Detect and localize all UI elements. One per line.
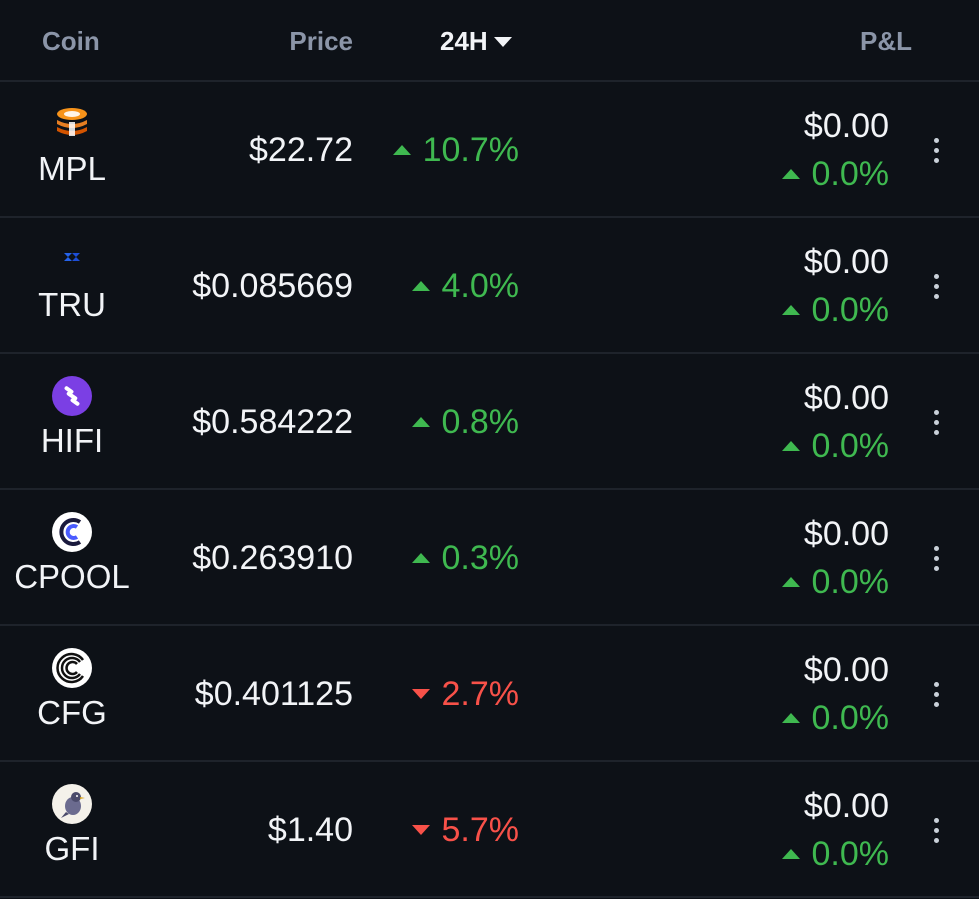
triangle-up-icon bbox=[781, 305, 800, 315]
hifi-icon bbox=[52, 376, 92, 416]
triangle-down-icon bbox=[411, 689, 430, 699]
coin-symbol: MPL bbox=[38, 150, 106, 187]
pl-change-value: 0.0% bbox=[811, 427, 890, 465]
more-options-icon[interactable] bbox=[924, 130, 948, 170]
triangle-up-icon bbox=[781, 849, 800, 859]
coin-cell: GFI bbox=[0, 762, 144, 896]
column-header-pl[interactable]: P&L bbox=[860, 26, 912, 56]
coin-price: $22.72 bbox=[249, 131, 353, 169]
triangle-up-icon bbox=[781, 577, 800, 587]
pl-change: 0.0% bbox=[781, 154, 890, 194]
truefi-icon bbox=[64, 253, 80, 261]
pl-change: 0.0% bbox=[781, 698, 890, 738]
triangle-up-icon bbox=[411, 417, 430, 427]
pl-change-value: 0.0% bbox=[811, 291, 890, 329]
coin-symbol: CPOOL bbox=[14, 558, 130, 595]
pl-change-value: 0.0% bbox=[811, 835, 890, 873]
pl-value: $0.00 bbox=[803, 651, 889, 689]
change-24h: 10.7% bbox=[392, 130, 519, 170]
sort-caret-down-icon bbox=[493, 37, 512, 47]
coin-symbol: HIFI bbox=[40, 422, 104, 459]
coin-list: MPL $22.72 10.7% $0.00 0.0% TRU $0.08566… bbox=[0, 82, 979, 898]
coin-symbol: GFI bbox=[44, 830, 100, 867]
pl-change-value: 0.0% bbox=[811, 699, 890, 737]
triangle-up-icon bbox=[411, 553, 430, 563]
column-header-24h-label: 24H bbox=[440, 26, 488, 56]
change-24h-value: 5.7% bbox=[441, 811, 520, 849]
table-row[interactable]: MPL $22.72 10.7% $0.00 0.0% bbox=[0, 82, 979, 218]
coin-cell: MPL bbox=[0, 82, 144, 216]
triangle-up-icon bbox=[781, 441, 800, 451]
more-options-icon[interactable] bbox=[924, 810, 948, 850]
pl-change-value: 0.0% bbox=[811, 563, 890, 601]
column-header-coin[interactable]: Coin bbox=[42, 26, 100, 56]
more-options-icon[interactable] bbox=[924, 266, 948, 306]
table-row[interactable]: CFG $0.401125 2.7% $0.00 0.0% bbox=[0, 626, 979, 762]
clearpool-icon bbox=[52, 512, 92, 552]
triangle-up-icon bbox=[392, 145, 411, 155]
coin-cell: TRU bbox=[0, 218, 144, 352]
change-24h: 2.7% bbox=[411, 674, 520, 714]
coin-symbol: TRU bbox=[38, 286, 106, 323]
more-options-icon[interactable] bbox=[924, 402, 948, 442]
coin-cell: CFG bbox=[0, 626, 144, 760]
pl-change: 0.0% bbox=[781, 426, 890, 466]
table-row[interactable]: CPOOL $0.263910 0.3% $0.00 0.0% bbox=[0, 490, 979, 626]
pl-value: $0.00 bbox=[803, 379, 889, 417]
change-24h: 4.0% bbox=[411, 266, 520, 306]
change-24h-value: 2.7% bbox=[441, 675, 520, 713]
more-options-icon[interactable] bbox=[924, 538, 948, 578]
pl-change: 0.0% bbox=[781, 834, 890, 874]
change-24h: 0.8% bbox=[411, 402, 520, 442]
coin-price: $0.401125 bbox=[194, 675, 353, 713]
column-header-price[interactable]: Price bbox=[289, 26, 353, 56]
triangle-up-icon bbox=[411, 281, 430, 291]
maple-stack-icon bbox=[57, 108, 87, 136]
triangle-up-icon bbox=[781, 713, 800, 723]
pl-value: $0.00 bbox=[803, 787, 889, 825]
triangle-down-icon bbox=[411, 825, 430, 835]
coin-price: $1.40 bbox=[267, 811, 353, 849]
coin-price: $0.263910 bbox=[192, 539, 353, 577]
pl-change: 0.0% bbox=[781, 290, 890, 330]
coin-price: $0.584222 bbox=[192, 403, 353, 441]
coin-symbol: CFG bbox=[37, 694, 107, 731]
pl-change: 0.0% bbox=[781, 562, 890, 602]
change-24h: 5.7% bbox=[411, 810, 520, 850]
table-row[interactable]: HIFI $0.584222 0.8% $0.00 0.0% bbox=[0, 354, 979, 490]
centrifuge-icon bbox=[52, 648, 92, 688]
more-options-icon[interactable] bbox=[924, 674, 948, 714]
table-row[interactable]: GFI $1.40 5.7% $0.00 0.0% bbox=[0, 762, 979, 898]
triangle-up-icon bbox=[781, 169, 800, 179]
column-header-24h[interactable]: 24H bbox=[440, 26, 512, 56]
goldfinch-icon bbox=[52, 784, 92, 824]
change-24h: 0.3% bbox=[411, 538, 520, 578]
change-24h-value: 0.8% bbox=[441, 403, 520, 441]
pl-value: $0.00 bbox=[803, 243, 889, 281]
pl-value: $0.00 bbox=[803, 515, 889, 553]
coin-cell: CPOOL bbox=[0, 490, 144, 624]
coin-cell: HIFI bbox=[0, 354, 144, 488]
change-24h-value: 0.3% bbox=[441, 539, 520, 577]
change-24h-value: 4.0% bbox=[441, 267, 520, 305]
table-row[interactable]: TRU $0.085669 4.0% $0.00 0.0% bbox=[0, 218, 979, 354]
pl-change-value: 0.0% bbox=[811, 155, 890, 193]
table-header: Coin Price 24H P&L bbox=[0, 0, 979, 82]
coin-price: $0.085669 bbox=[192, 267, 353, 305]
pl-value: $0.00 bbox=[803, 107, 889, 145]
change-24h-value: 10.7% bbox=[422, 131, 519, 169]
